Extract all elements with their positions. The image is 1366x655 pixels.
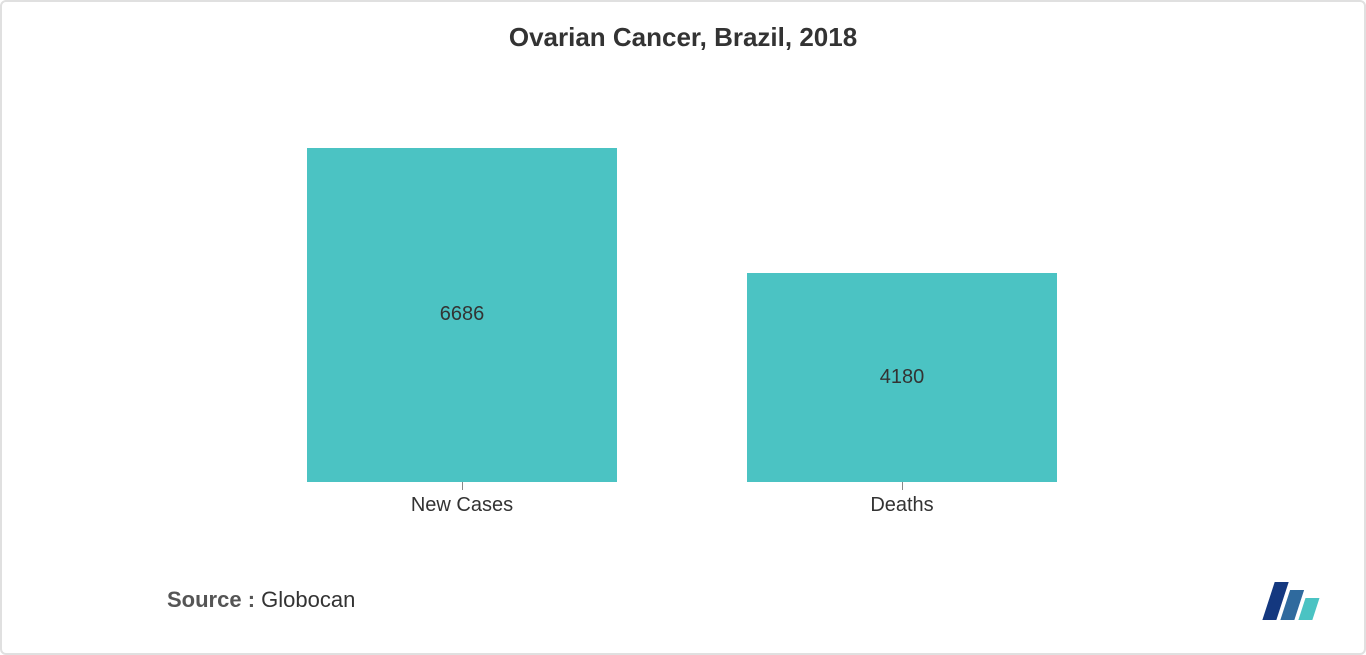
bar-value-label: 4180 [880,366,925,389]
bar-deaths: 4180 [747,273,1057,482]
category-label: New Cases [307,494,617,517]
mordor-logo-icon [1254,578,1334,623]
chart-title: Ovarian Cancer, Brazil, 2018 [2,2,1364,53]
axis-tick [902,482,903,490]
axis-tick [462,482,463,490]
bar-new-cases: 6686 [307,148,617,482]
bar-new-cases-wrap: 6686 New Cases [307,148,617,482]
chart-plot-area: 6686 New Cases 4180 Deaths [2,82,1364,482]
bar-value-label: 6686 [440,303,485,326]
category-label: Deaths [747,494,1057,517]
source-attribution: Source : Globocan [167,587,355,613]
source-value: Globocan [261,587,355,612]
source-label: Source : [167,587,255,612]
bar-deaths-wrap: 4180 Deaths [747,273,1057,482]
